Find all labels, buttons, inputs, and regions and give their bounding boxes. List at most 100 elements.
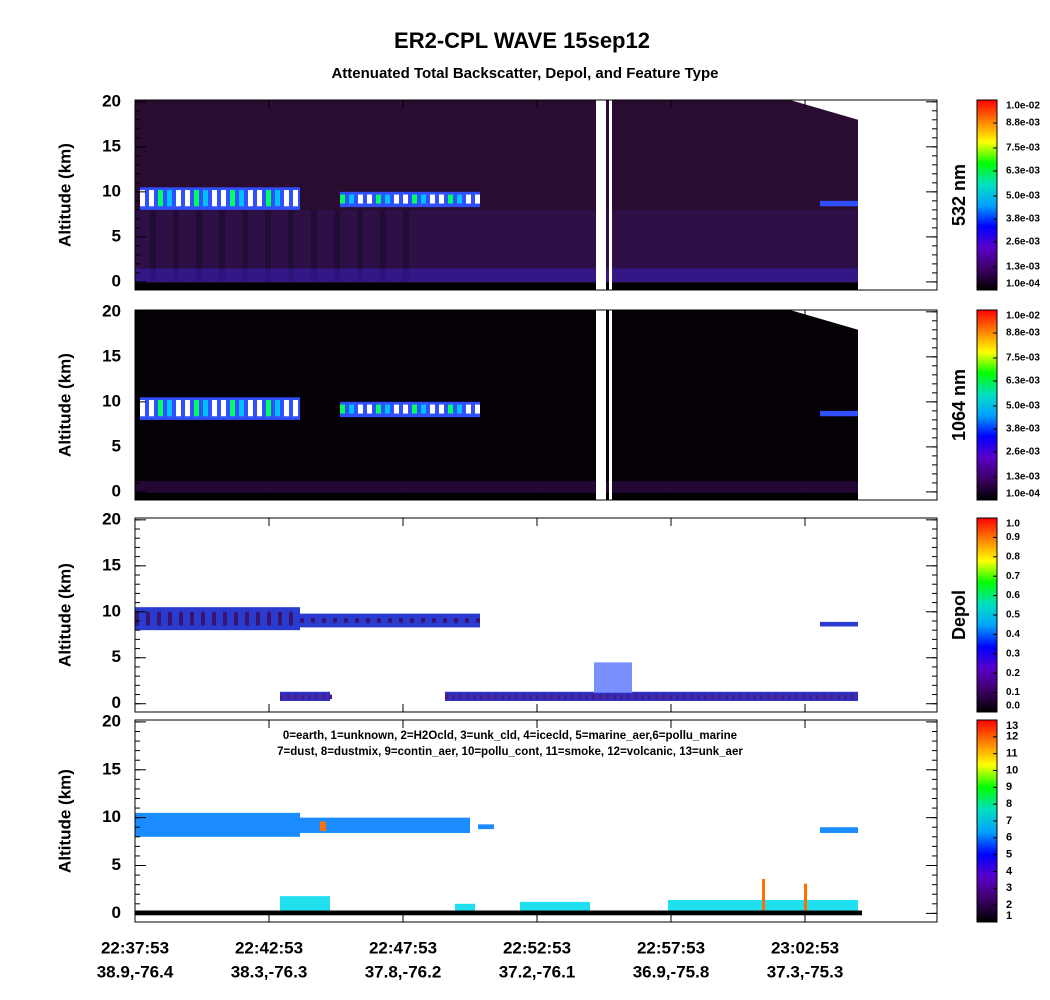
image-region bbox=[257, 400, 262, 417]
image-region bbox=[135, 492, 858, 500]
image-region bbox=[788, 694, 791, 700]
image-region bbox=[357, 209, 363, 282]
image-region bbox=[412, 404, 417, 414]
y-tick-label: 0 bbox=[112, 693, 121, 712]
image-region bbox=[762, 878, 765, 911]
colorbar-tick-label: 5 bbox=[1006, 849, 1012, 861]
image-region bbox=[844, 694, 847, 700]
image-region bbox=[280, 694, 283, 700]
image-region bbox=[774, 694, 777, 700]
image-region bbox=[753, 694, 756, 700]
image-region bbox=[596, 310, 606, 500]
image-region bbox=[529, 694, 532, 700]
image-region bbox=[487, 694, 490, 700]
image-region bbox=[194, 190, 199, 207]
colorbar-tick-label: 5.0e-03 bbox=[1006, 401, 1040, 412]
image-region bbox=[641, 694, 644, 700]
image-region bbox=[275, 400, 280, 417]
title: ER2-CPL WAVE 15sep12 bbox=[394, 28, 650, 53]
image-region bbox=[820, 200, 858, 207]
image-region bbox=[367, 194, 372, 204]
image-region bbox=[158, 400, 163, 417]
x-tick-label: 23:02:53 bbox=[771, 938, 839, 957]
image-region bbox=[201, 611, 205, 626]
y-tick-label: 5 bbox=[112, 855, 121, 874]
y-tick-label: 5 bbox=[112, 436, 121, 455]
image-region bbox=[711, 694, 714, 700]
image-region bbox=[284, 400, 289, 417]
colorbar-tick-label: 7.5e-03 bbox=[1006, 353, 1040, 364]
colorbar-label: 1064 nm bbox=[949, 369, 969, 441]
y-tick-label: 0 bbox=[112, 271, 121, 290]
image-region bbox=[340, 404, 345, 414]
image-region bbox=[248, 400, 253, 417]
image-region bbox=[248, 190, 253, 207]
y-axis-label: Altitude (km) bbox=[55, 769, 74, 873]
image-region bbox=[457, 194, 462, 204]
image-region bbox=[448, 404, 453, 414]
y-tick-label: 10 bbox=[102, 601, 121, 620]
y-tick-label: 5 bbox=[112, 647, 121, 666]
image-region bbox=[344, 618, 348, 623]
colorbar-tick-label: 3.8e-03 bbox=[1006, 214, 1040, 225]
x-tick-label: 38.9,-76.4 bbox=[97, 962, 174, 981]
image-region bbox=[242, 209, 248, 282]
image-region bbox=[288, 209, 294, 282]
image-region bbox=[167, 400, 172, 417]
image-region bbox=[816, 694, 819, 700]
image-region bbox=[358, 404, 363, 414]
image-region bbox=[445, 691, 858, 701]
image-region bbox=[448, 194, 453, 204]
image-region bbox=[135, 812, 300, 837]
image-region bbox=[421, 404, 426, 414]
image-region bbox=[543, 694, 546, 700]
image-region bbox=[399, 618, 403, 623]
image-region bbox=[320, 821, 326, 832]
colorbar bbox=[976, 99, 998, 291]
image-region bbox=[520, 901, 590, 911]
image-region bbox=[452, 694, 455, 700]
image-region bbox=[585, 694, 588, 700]
image-region bbox=[349, 194, 354, 204]
image-region bbox=[173, 209, 179, 282]
image-region bbox=[578, 694, 581, 700]
image-region bbox=[475, 194, 480, 204]
image-region bbox=[230, 190, 235, 207]
plot-frame bbox=[134, 517, 938, 713]
image-region bbox=[179, 611, 183, 626]
colorbar-tick-label: 0.6 bbox=[1006, 590, 1020, 601]
image-region bbox=[135, 611, 139, 626]
image-region bbox=[454, 618, 458, 623]
y-tick-label: 15 bbox=[102, 136, 121, 155]
image-region bbox=[380, 209, 386, 282]
colorbar-tick-label: 6.3e-03 bbox=[1006, 376, 1040, 387]
x-tick-label: 22:57:53 bbox=[637, 938, 705, 957]
colorbar-tick-label: 9 bbox=[1006, 781, 1012, 793]
colorbar-tick-label: 6 bbox=[1006, 832, 1012, 844]
legend-text: 7=dust, 8=dustmix, 9=contin_aer, 10=poll… bbox=[277, 746, 743, 758]
image-region bbox=[662, 694, 665, 700]
image-region bbox=[606, 694, 609, 700]
image-region bbox=[149, 190, 154, 207]
colorbar-tick-label: 0.5 bbox=[1006, 610, 1020, 621]
image-region bbox=[837, 694, 840, 700]
image-region bbox=[676, 694, 679, 700]
colorbar-tick-label: 3 bbox=[1006, 882, 1012, 894]
image-region bbox=[135, 481, 858, 494]
x-tick-label: 22:42:53 bbox=[235, 938, 303, 957]
image-region bbox=[439, 194, 444, 204]
image-region bbox=[421, 618, 425, 623]
image-region bbox=[669, 694, 672, 700]
image-region bbox=[212, 400, 217, 417]
image-region bbox=[466, 404, 471, 414]
image-region bbox=[508, 694, 511, 700]
image-region bbox=[278, 611, 282, 626]
image-region bbox=[223, 611, 227, 626]
image-region bbox=[725, 694, 728, 700]
image-region bbox=[403, 209, 409, 282]
image-region bbox=[455, 903, 475, 911]
image-region bbox=[697, 694, 700, 700]
image-region bbox=[594, 662, 632, 693]
image-region bbox=[430, 404, 435, 414]
image-region bbox=[221, 400, 226, 417]
